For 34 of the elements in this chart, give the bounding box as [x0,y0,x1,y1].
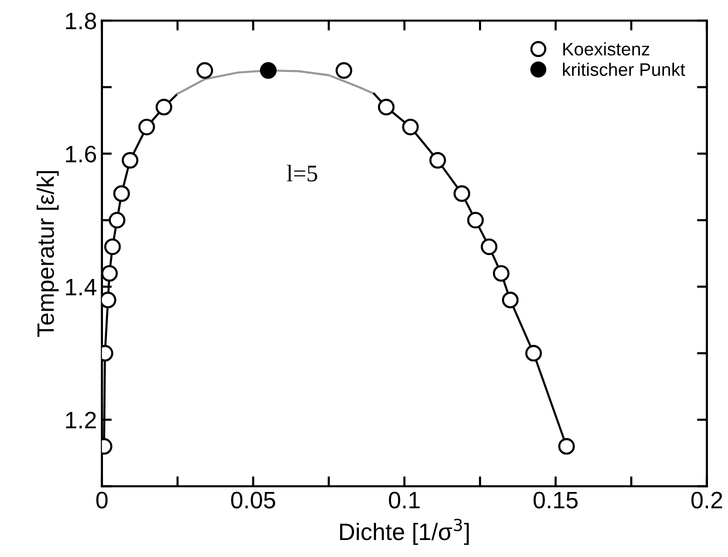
point [102,265,118,282]
x-tick-label: 0.1 [388,492,420,508]
x-tick-label: 0.2 [691,492,722,508]
point [196,62,214,79]
x-tick-label: 0.15 [534,492,578,508]
point [467,212,484,228]
y-tick-label: 1.8 [66,12,96,30]
point [558,438,575,455]
point [138,118,156,136]
point [336,62,352,79]
point [502,292,519,308]
x-tick-label: 0 [96,492,108,508]
point [260,62,277,79]
x-axis-title: Dichte [1/σ$^{3}$] [340,518,469,545]
point [525,344,542,362]
y-tick-label: 1.4 [66,279,96,296]
annotation: l=5 [286,164,318,182]
legend-label: Koexistenz [563,42,650,56]
point [429,152,446,169]
point [480,238,498,256]
point [122,152,138,169]
point [402,118,419,136]
y-tick-label: 1.2 [66,412,96,428]
point [108,212,126,228]
point [156,98,172,116]
point [454,185,470,202]
x-tick-label: 0.05 [231,492,276,508]
point [104,238,121,256]
y-tick-label: 1.6 [66,146,96,162]
point [378,98,395,116]
y-axis-title: Temperatur [ε/k] [36,171,59,337]
point [492,265,510,282]
point [113,185,130,202]
legend-label: kritischer Punkt [563,62,686,76]
